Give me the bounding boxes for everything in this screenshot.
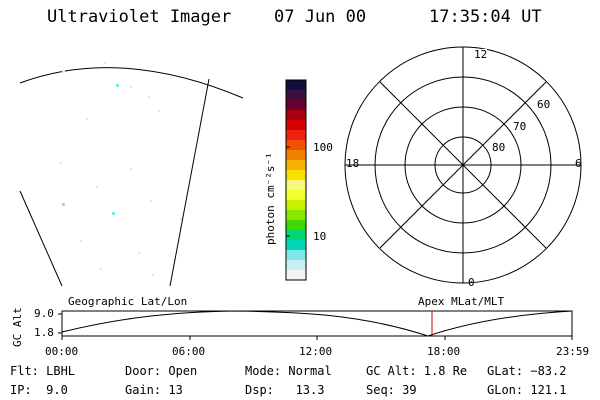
colorbar-band xyxy=(286,160,306,171)
altitude-ylabel: GC Alt xyxy=(11,307,24,347)
geographic-label: Geographic Lat/Lon xyxy=(68,295,188,308)
gain-status: Gain: 13 xyxy=(125,383,183,397)
colorbar-tick-100: 100 xyxy=(313,141,333,154)
colorbar-band xyxy=(286,260,306,271)
polar-plot xyxy=(344,46,582,284)
colorbar-band xyxy=(286,190,306,201)
polar-label-0: 0 xyxy=(468,276,475,289)
colorbar-band xyxy=(286,210,306,221)
time-label: 17:35:04 UT xyxy=(429,7,542,27)
polar-label-18: 18 xyxy=(346,157,360,170)
gc-alt-status: GC Alt: 1.8 Re xyxy=(366,364,468,378)
polar-lat-80: 80 xyxy=(492,141,506,154)
altitude-xtick-4: 23:59 xyxy=(556,345,590,358)
colorbar-band xyxy=(286,130,306,141)
apex-label: Apex MLat/MLT xyxy=(418,295,505,308)
altitude-ytick-bottom: 1.8 xyxy=(34,326,54,339)
colorbar-tick-10: 10 xyxy=(313,230,327,243)
mode-status: Mode: Normal xyxy=(245,364,332,378)
color-scale-bar xyxy=(286,80,306,281)
colorbar-band xyxy=(286,120,306,131)
polar-label-6: 6 xyxy=(575,157,582,170)
colorbar-band xyxy=(286,110,306,121)
glat-status: GLat: −83.2 xyxy=(487,364,567,378)
seq-status: Seq: 39 xyxy=(366,383,417,397)
colorbar-band xyxy=(286,170,306,181)
aurora-pixels xyxy=(60,62,182,276)
date-label: 07 Jun 00 xyxy=(274,7,367,27)
dsp-status: Dsp: 13.3 xyxy=(245,383,325,397)
image-top-edge xyxy=(19,67,244,99)
colorbar-band xyxy=(286,240,306,251)
ip-status: IP: 9.0 xyxy=(10,383,68,397)
colorbar-band xyxy=(286,200,306,211)
altitude-curve xyxy=(61,310,573,337)
colorbar-band xyxy=(286,220,306,231)
polar-lat-70: 70 xyxy=(513,120,527,133)
filter-status: Flt: LBHL xyxy=(10,364,76,378)
glon-status: GLon: 121.1 xyxy=(487,383,567,397)
altitude-xtick-3: 18:00 xyxy=(427,345,461,358)
image-left-edge xyxy=(19,190,63,287)
door-status: Door: Open xyxy=(125,364,198,378)
colorbar-band xyxy=(286,250,306,261)
colorbar-band xyxy=(286,180,306,191)
colorbar-band xyxy=(286,140,306,151)
colorbar-band xyxy=(286,150,306,161)
polar-label-12: 12 xyxy=(474,48,488,61)
altitude-ytick-top: 9.0 xyxy=(34,307,54,320)
polar-lat-60: 60 xyxy=(537,98,551,111)
image-right-edge xyxy=(169,78,210,287)
colorbar-band xyxy=(286,90,306,101)
colorbar-band xyxy=(286,270,306,281)
altitude-plot xyxy=(58,310,573,340)
geographic-image xyxy=(19,67,244,287)
altitude-xtick-0: 00:00 xyxy=(45,345,79,358)
altitude-xtick-2: 12:00 xyxy=(299,345,333,358)
colorbar-unit-label: photon cm⁻²s⁻¹ xyxy=(264,152,277,245)
altitude-xtick-1: 06:00 xyxy=(172,345,206,358)
colorbar-band xyxy=(286,100,306,111)
app-title: Ultraviolet Imager xyxy=(47,7,232,27)
colorbar-band xyxy=(286,230,306,241)
colorbar-band xyxy=(286,80,306,91)
